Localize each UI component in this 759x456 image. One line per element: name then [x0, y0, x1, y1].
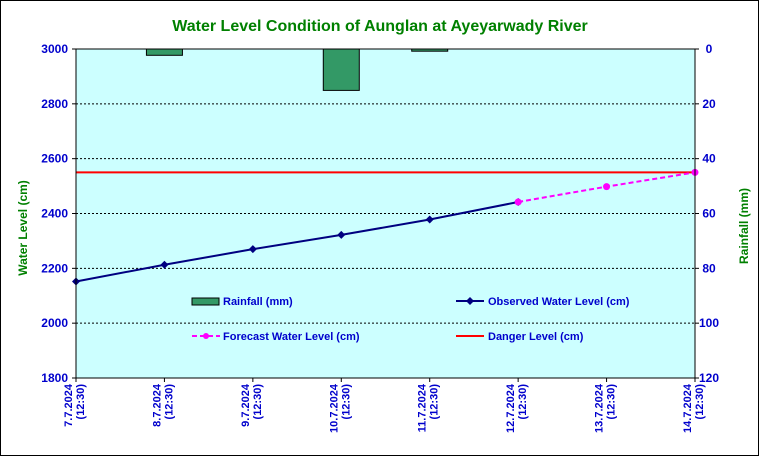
x-tick-label: (12:30)	[163, 384, 175, 420]
x-axis-ticks: 7.7.2024 (12:30) 8.7.2024 (12:30) 9.7.2024 (1…	[63, 378, 706, 433]
legend-danger-label: Danger Level (cm)	[488, 331, 584, 343]
y2-tick-label: 100	[699, 316, 719, 330]
x-tick-label: 14.7.2024	[682, 383, 694, 433]
x-tick-label: 11.7.2024	[417, 383, 429, 432]
y-tick-label: 3000	[41, 42, 68, 56]
x-tick-label: 13.7.2024	[594, 383, 606, 433]
x-tick-label: 8.7.2024	[151, 383, 163, 427]
x-tick-label: (12:30)	[429, 384, 441, 420]
y-tick-label: 2000	[41, 316, 68, 330]
right-axis-title: Rainfall (mm)	[737, 188, 751, 264]
legend-rainfall-swatch	[191, 297, 220, 306]
x-tick-label: 12.7.2024	[505, 383, 517, 433]
forecast-point	[603, 183, 611, 191]
legend-forecast-label: Forecast Water Level (cm)	[223, 331, 360, 343]
left-axis-title: Water Level (cm)	[16, 180, 30, 276]
grid-lines	[76, 103, 695, 324]
x-tick-label: (12:30)	[252, 384, 264, 420]
legend-observed-label: Observed Water Level (cm)	[488, 296, 630, 308]
x-tick-label: (12:30)	[340, 384, 352, 420]
observed-point	[425, 215, 434, 224]
rainfall-bar	[322, 48, 360, 91]
x-tick-label: (12:30)	[606, 384, 618, 420]
x-tick-label: 9.7.2024	[240, 383, 252, 427]
x-tick-label: (12:30)	[75, 384, 87, 420]
y-tick-label: 2400	[41, 207, 68, 221]
legend-observed-marker	[466, 297, 474, 305]
left-axis-ticks: 3000 2800 2600 2400 2200 2000 1800	[41, 42, 76, 385]
chart-title: Water Level Condition of Aunglan at Ayey…	[172, 18, 587, 35]
x-tick-label: 10.7.2024	[328, 383, 340, 433]
y2-tick-label: 20	[702, 97, 716, 111]
legend-forecast-marker	[203, 333, 209, 339]
rainfall-bar	[145, 48, 183, 56]
forecast-point	[514, 198, 522, 206]
y2-tick-label: 120	[699, 371, 719, 385]
x-tick-label: (12:30)	[517, 384, 529, 420]
observed-point	[160, 260, 169, 269]
observed-water-level-line	[75, 201, 519, 283]
x-tick-label: (12:30)	[694, 384, 706, 420]
legend-rainfall-label: Rainfall (mm)	[223, 296, 293, 308]
observed-point	[337, 230, 346, 239]
y-tick-label: 2600	[41, 152, 68, 166]
y2-tick-label: 40	[702, 152, 716, 166]
x-tick-label: 7.7.2024	[63, 383, 75, 427]
y2-tick-label: 60	[702, 207, 716, 221]
y-tick-label: 2200	[41, 261, 68, 275]
observed-point	[248, 245, 257, 254]
observed-points	[72, 197, 523, 286]
rainfall-bars	[145, 48, 449, 91]
y-tick-label: 1800	[41, 371, 68, 385]
legend: Rainfall (mm) Observed Water Level (cm) …	[191, 296, 630, 343]
y-tick-label: 2800	[41, 97, 68, 111]
right-axis-ticks: 0 20 40 60 80 100 120	[695, 42, 719, 385]
y2-tick-label: 80	[702, 261, 716, 275]
y2-tick-label: 0	[706, 42, 713, 56]
